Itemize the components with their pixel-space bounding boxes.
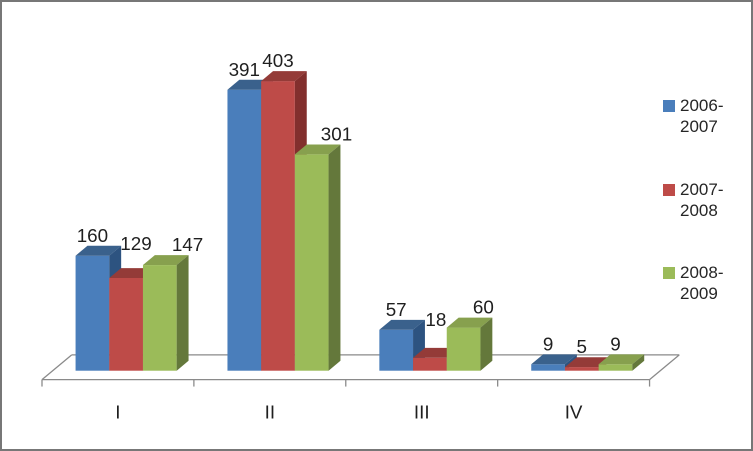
- data-label-2007-2008-I: 129: [120, 233, 151, 254]
- data-label-2006-2007-IV: 9: [543, 333, 553, 354]
- data-label-2006-2007-II: 391: [229, 59, 260, 80]
- category-label-II: II: [265, 401, 275, 422]
- bar-2007-2008-II: [261, 71, 307, 371]
- bar-2008-2009-II: [294, 144, 341, 371]
- category-label-IV: IV: [565, 401, 583, 422]
- data-label-2006-2007-III: 57: [386, 299, 407, 320]
- data-label-2007-2008-III: 18: [425, 309, 446, 330]
- data-label-2008-2009-I: 147: [172, 234, 203, 255]
- category-label-III: III: [414, 401, 430, 422]
- bar-2008-2009-I: [142, 255, 189, 371]
- bar-2008-2009-IV: [598, 354, 645, 371]
- data-label-2008-2009-IV: 9: [610, 333, 620, 354]
- data-label-2007-2008-IV: 5: [577, 336, 587, 357]
- data-label-2008-2009-II: 301: [321, 124, 352, 145]
- bar-2008-2009-III: [446, 317, 493, 371]
- category-label-I: I: [115, 401, 120, 422]
- data-label-2007-2008-II: 403: [262, 50, 293, 71]
- data-label-2008-2009-III: 60: [473, 297, 494, 318]
- bar-2006-2007-III: [379, 319, 425, 371]
- data-label-2006-2007-I: 160: [77, 225, 108, 246]
